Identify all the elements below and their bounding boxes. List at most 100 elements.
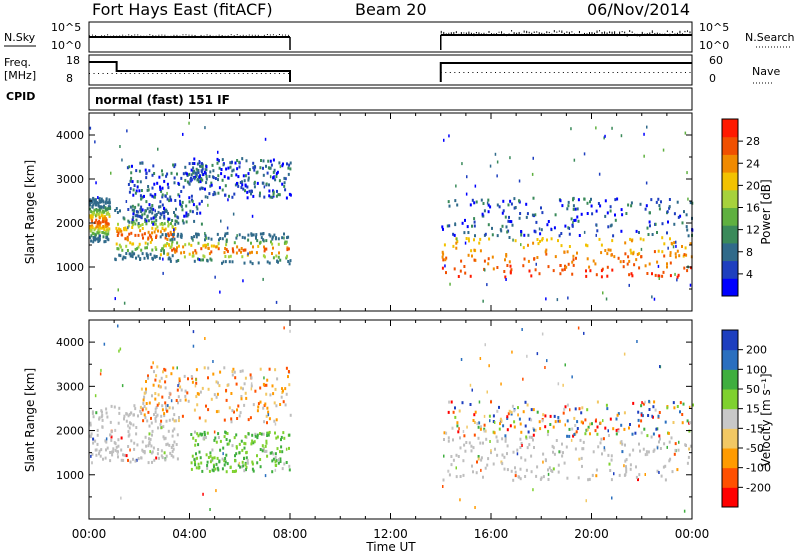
echo-cell xyxy=(599,238,601,241)
echo-cell xyxy=(496,436,498,439)
echo-cell xyxy=(508,203,510,206)
echo-cell xyxy=(545,297,547,300)
noise-dot xyxy=(639,34,640,37)
echo-cell xyxy=(193,176,195,179)
echo-cell xyxy=(163,245,165,248)
velocity-panel: 1000200030004000 Slant Range [km] -200-1… xyxy=(23,113,773,554)
echo-cell xyxy=(118,422,120,425)
echo-cell xyxy=(507,220,509,223)
echo-cell xyxy=(476,461,478,464)
echo-cell xyxy=(512,405,514,408)
noise-dot xyxy=(463,32,464,33)
noise-dot xyxy=(483,33,484,34)
echo-cell xyxy=(283,437,285,440)
echo-cell xyxy=(240,370,242,373)
echo-cell xyxy=(282,431,284,434)
echo-cell xyxy=(526,355,528,358)
echo-cell xyxy=(564,225,566,228)
echo-cell xyxy=(632,402,634,405)
echo-cell xyxy=(189,210,191,213)
echo-cell xyxy=(248,433,250,436)
echo-cell xyxy=(178,416,180,419)
echo-cell xyxy=(145,242,147,245)
echo-cell xyxy=(651,415,653,418)
echo-cell xyxy=(636,476,638,479)
echo-cell xyxy=(470,445,472,448)
echo-cell xyxy=(172,225,174,228)
echo-cell xyxy=(596,210,598,213)
echo-cell xyxy=(604,427,606,430)
echo-cell xyxy=(202,244,204,247)
echo-cell xyxy=(208,192,210,195)
echo-cell xyxy=(473,249,475,252)
nave-dot xyxy=(252,73,253,74)
echo-cell xyxy=(144,416,146,419)
echo-cell xyxy=(460,270,462,273)
noise-dot xyxy=(456,31,457,33)
echo-cell xyxy=(660,200,662,203)
echo-cell xyxy=(621,134,623,137)
noise-dot xyxy=(594,33,595,35)
echo-cell xyxy=(236,159,238,162)
echo-cell xyxy=(512,479,514,482)
echo-cell xyxy=(151,212,153,215)
echo-cell xyxy=(147,377,149,380)
echo-cell xyxy=(135,214,137,217)
echo-cell xyxy=(592,474,594,477)
echo-cell xyxy=(100,205,102,208)
echo-cell xyxy=(99,450,101,453)
echo-cell xyxy=(102,217,104,220)
colorbar-tick-label: 28 xyxy=(746,135,760,148)
echo-cell xyxy=(510,424,512,427)
echo-cell xyxy=(525,401,527,404)
echo-cell xyxy=(154,392,156,395)
echo-cell xyxy=(257,245,259,248)
colorbar-segment xyxy=(722,350,738,370)
echo-cell xyxy=(645,473,647,476)
echo-cell xyxy=(207,204,209,207)
echo-cell xyxy=(225,454,227,457)
echo-cell xyxy=(686,171,688,174)
echo-cell xyxy=(466,237,468,240)
echo-cell xyxy=(148,169,150,172)
noise-dot xyxy=(134,34,135,35)
echo-cell xyxy=(146,419,148,422)
echo-cell xyxy=(254,390,256,393)
echo-cell xyxy=(623,428,625,431)
noise-right-tick-top: 10^5 xyxy=(699,21,729,34)
echo-cell xyxy=(569,227,571,230)
echo-cell xyxy=(536,256,538,259)
echo-cell xyxy=(207,243,209,246)
echo-cell xyxy=(151,238,153,241)
echo-cell xyxy=(563,408,565,411)
noise-dot xyxy=(561,30,562,33)
echo-cell xyxy=(588,266,590,269)
echo-cell xyxy=(140,198,142,201)
echo-cell xyxy=(458,455,460,458)
echo-cell xyxy=(674,212,676,215)
x-tick-label: 16:00 xyxy=(474,527,509,541)
echo-cell xyxy=(112,450,114,453)
echo-cell xyxy=(135,432,137,435)
echo-cell xyxy=(176,399,178,402)
nave-dot xyxy=(170,73,171,74)
echo-cell xyxy=(196,403,198,406)
echo-cell xyxy=(520,230,522,233)
echo-cell xyxy=(689,421,691,424)
echo-cell xyxy=(151,227,153,230)
echo-cell xyxy=(126,454,128,457)
echo-cell xyxy=(265,393,267,396)
echo-cell xyxy=(276,190,278,193)
freq-tick-bottom: 8 xyxy=(66,72,73,85)
echo-cell xyxy=(673,421,675,424)
echo-cell xyxy=(509,236,511,239)
echo-cell xyxy=(130,439,132,442)
colorbar-segment xyxy=(722,487,738,507)
echo-cell xyxy=(248,172,250,175)
echo-cell xyxy=(501,462,503,465)
echo-cell xyxy=(656,261,658,264)
echo-cell xyxy=(161,396,163,399)
echo-cell xyxy=(632,433,634,436)
echo-cell xyxy=(193,203,195,206)
echo-cell xyxy=(224,175,226,178)
